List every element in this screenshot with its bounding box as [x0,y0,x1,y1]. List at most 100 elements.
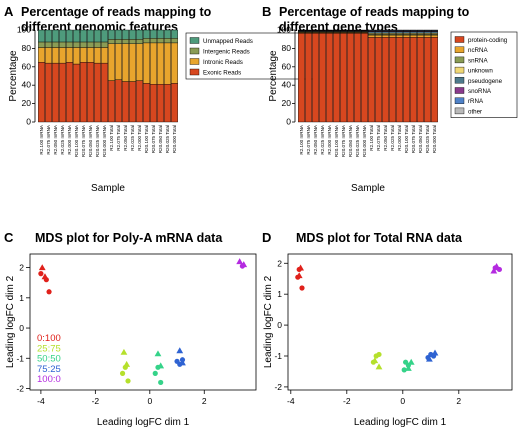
panel-a-x-tick-label: R20.050 Total [158,125,163,153]
panel-c-legend-label: 50:50 [37,354,61,365]
panel-c-point-0-100-circle [46,289,52,295]
panel-d-point-100-0-triangle [493,262,500,269]
panel-a-bar-exonic-reads [38,62,45,123]
panel-d-point-0-100-triangle [297,264,304,271]
panel-a-x-tick-label: R2.050 Total [123,125,128,151]
panel-b: B Percentage of reads mapping todifferent… [262,4,518,194]
panel-a-bar-exonic-reads [150,84,157,123]
panel-b-x-tick-label: R2.075 Total [376,125,381,151]
panel-b-x-tick-label: R2.025 Total [390,125,395,151]
panel-a-bar-intronic-reads [122,43,129,82]
panel-a-bar-unmapped-reads [143,29,150,39]
panel-d-letter: D [262,230,271,245]
panel-a-bar-intronic-reads [115,43,122,80]
panel-b-x-tick-label: R2.075 mRNA [306,124,311,155]
panel-b-bar-pseudogene [417,31,424,34]
panel-a-bar-intergenic-reads [171,38,178,44]
panel-b-bar-protein-coding [396,37,403,123]
panel-c-y-axis-label: Leading logFC dim 2 [5,275,16,368]
panel-d-point-25-75-circle [376,351,382,358]
panel-d-point-25-75-triangle [371,357,379,364]
panel-b-legend-swatch [454,87,465,94]
panel-a-bar-intergenic-reads [136,39,143,45]
panel-a-bar-unmapped-reads [38,29,45,43]
panel-a-bar-unmapped-reads [164,29,171,39]
panel-a-x-tick-label: R20.025 Total [165,125,170,153]
panel-a-bar-unmapped-reads [122,29,129,40]
panel-c-point-100-0-triangle [240,261,248,268]
panel-d-point-50-50-triangle [405,364,412,371]
panel-a-x-tick-label: R20.050 mRNA [88,124,93,157]
panel-c-point-75-25-triangle [179,359,186,366]
panel-b-x-tick-label: R2.100 mRNA [299,124,304,155]
panel-a-y-tick-label: 40 [22,80,32,90]
panel-d-point-0-100-triangle [295,272,303,279]
panel-b-legend-swatch [454,97,465,104]
panel-d-point-0-100-circle [299,285,305,291]
panel-b-legend-label: snRNA [468,57,488,64]
panel-a-bar-intergenic-reads [66,41,73,48]
panel-d-point-50-50-circle [401,367,407,373]
panel-a-x-tick-label: R20.000 mRNA [102,124,107,157]
panel-c-point-75-25-triangle [176,347,184,354]
panel-b-bar-protein-coding [305,33,312,123]
panel-a-bar-intronic-reads [52,47,59,64]
panel-b-y-tick-label: 100 [277,25,291,35]
panel-c-point-75-25-circle [174,358,180,364]
panel-d-x-tick-label: 2 [456,396,461,406]
panel-a-bar-exonic-reads [171,83,178,123]
panel-b-bar-pseudogene [403,31,410,34]
panel-a-bar-intergenic-reads [122,39,129,45]
panel-a-bar-intergenic-reads [38,41,45,48]
panel-c-point-25-75-triangle [123,360,131,367]
panel-b-legend-swatch [454,66,465,74]
panel-b-bar-ncrna [417,34,424,38]
panel-a-bar-intronic-reads [73,47,80,65]
panel-a-legend-swatch [189,37,200,44]
panel-b-legend-swatch [454,46,465,53]
panel-a-bar-unmapped-reads [80,29,87,43]
panel-a-legend-label: Intronic Reads [203,59,243,66]
panel-b-bar-protein-coding [368,37,375,123]
panel-a-bar-unmapped-reads [87,29,94,43]
panel-a-x-tick-label: R20.100 Total [144,125,149,153]
panel-b-y-tick-label: 0 [286,117,291,127]
panel-d-point-50-50-triangle [407,358,415,365]
panel-b-y-tick-label: 40 [282,80,292,90]
panel-c-point-25-75-circle [119,370,126,376]
panel-a-bar-intergenic-reads [115,39,122,45]
panel-b-legend-swatch [454,107,465,115]
panel-b-x-tick-label: R20.100 mRNA [334,124,339,157]
panel-a-legend-label: Unmapped Reads [203,38,253,45]
panel-c-legend-label: 100:0 [37,374,61,385]
panel-a-bar-intronic-reads [136,43,143,81]
panel-b-legend-label: pseudogene [468,78,503,85]
panel-b-x-tick-label: R20.025 Total [425,125,430,153]
panel-a-bar-exonic-reads [157,84,164,123]
panel-d-plot-frame [287,253,513,391]
panel-c: C MDS plot for Poly-A mRNA data -4 -2 0 2 -2 -1… [4,230,257,428]
panel-b-bar-pseudogene [424,31,431,34]
panel-a-bar-intergenic-reads [45,41,52,48]
panel-c-point-50-50-circle [152,370,158,376]
panel-b-letter: B [262,4,271,19]
panel-c-point-50-50-triangle [154,350,162,357]
panel-a-bar-intronic-reads [59,47,66,64]
panel-a-x-tick-label: R20.100 mRNA [74,124,79,157]
panel-d-x-tick-label: -4 [287,396,295,406]
panel-b-bar-ncrna [424,34,431,38]
panel-b-legend-label: rRNA [468,98,484,105]
panel-b-bar-protein-coding [333,33,340,123]
panel-a-bar-intronic-reads [45,47,52,64]
panel-c-y-tick-label: 2 [19,263,24,273]
panel-a-x-tick-label: R2.100 Total [109,125,114,151]
panel-c-legend-label: 25:75 [37,343,61,354]
panel-b-x-tick-label: R20.000 mRNA [362,124,367,157]
panel-a-bar-exonic-reads [129,81,136,123]
panel-b-x-axis-label: Sample [351,183,385,194]
panel-a-x-tick-label: R20.075 Total [151,125,156,153]
panel-b-bar-ncrna [382,34,389,38]
panel-d-point-75-25-triangle [431,349,439,356]
